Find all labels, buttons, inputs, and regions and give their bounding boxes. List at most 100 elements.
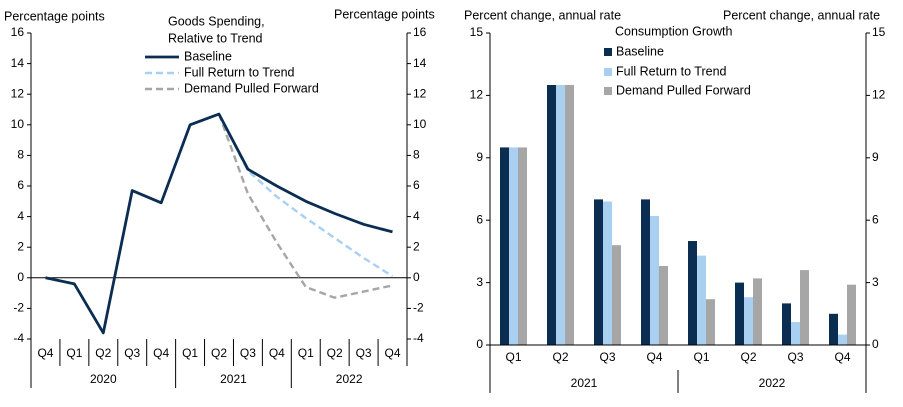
left-chart-legend-label: Baseline xyxy=(184,49,232,63)
right-chart-y-tick-label-left: 15 xyxy=(470,25,484,39)
right-chart-y-tick-label-right: 9 xyxy=(872,150,879,164)
left-chart-y-axis-title-right: Percentage points xyxy=(334,7,435,21)
left-chart-y-tick-label-left: 0 xyxy=(17,270,24,284)
right-chart-legend-swatch-baseline xyxy=(604,48,612,56)
right-chart-bar-demand_pulled xyxy=(800,270,809,345)
left-chart-legend-label: Demand Pulled Forward xyxy=(184,81,319,95)
right-chart-bar-baseline xyxy=(594,199,603,345)
left-chart-y-tick-label-left: 8 xyxy=(17,148,24,162)
left-chart-y-tick-label-left: 12 xyxy=(11,86,25,100)
right-chart-x-tick-label: Q4 xyxy=(834,350,850,364)
right-chart-legend-label: Full Return to Trend xyxy=(616,64,727,78)
left-chart-y-tick-label-right: 0 xyxy=(413,270,420,284)
right-chart-x-tick-label: Q1 xyxy=(693,350,709,364)
right-chart-bar-full_return xyxy=(838,334,847,345)
left-chart-x-tick-label: Q2 xyxy=(95,346,111,360)
left-chart-x-tick-label: Q1 xyxy=(298,346,314,360)
left-chart-x-tick-label: Q1 xyxy=(182,346,198,360)
left-chart-y-tick-label-right: -4 xyxy=(413,331,424,345)
left-chart-x-tick-label: Q2 xyxy=(211,346,227,360)
left-chart-y-tick-label-right: -2 xyxy=(413,301,424,315)
left-chart-y-tick-label-left: 14 xyxy=(11,56,25,70)
right-chart-bar-demand_pulled xyxy=(706,299,715,345)
left-chart-year-label: 2020 xyxy=(90,372,117,386)
right-chart-bar-baseline xyxy=(547,85,556,345)
left-chart-legend-label: Full Return to Trend xyxy=(184,65,295,79)
left-chart-y-tick-label-right: 10 xyxy=(413,117,427,131)
right-chart-x-tick-label: Q2 xyxy=(740,350,756,364)
right-chart-y-tick-label-right: 6 xyxy=(872,212,879,226)
left-chart-series-line-demand_pulled xyxy=(217,113,393,299)
right-chart-x-tick-label: Q3 xyxy=(599,350,615,364)
left-chart-series-line-baseline xyxy=(45,112,393,335)
right-chart-bar-baseline xyxy=(688,241,697,345)
left-chart-y-tick-label-left: 10 xyxy=(11,117,25,131)
right-chart-bar-baseline xyxy=(735,282,744,345)
right-chart-bar-baseline xyxy=(500,147,509,345)
left-chart-y-tick-label-right: 12 xyxy=(413,86,427,100)
right-chart-bar-demand_pulled xyxy=(753,278,762,345)
left-chart-y-tick-label-right: 4 xyxy=(413,209,420,223)
right-chart-x-tick-label: Q2 xyxy=(552,350,568,364)
left-chart-x-tick-label: Q4 xyxy=(153,346,169,360)
right-chart-bar-full_return xyxy=(556,85,565,345)
left-chart-y-tick-label-right: 6 xyxy=(413,178,420,192)
right-chart-y-tick-label-left: 3 xyxy=(476,275,483,289)
left-chart-year-label: 2022 xyxy=(336,372,363,386)
right-chart-x-tick-label: Q3 xyxy=(787,350,803,364)
right-chart-bar-demand_pulled xyxy=(659,266,668,345)
left-chart-y-axis-title-left: Percentage points xyxy=(4,9,105,23)
left-chart-x-tick-label: Q3 xyxy=(124,346,140,360)
right-chart-y-tick-label-left: 9 xyxy=(476,150,483,164)
left-chart-y-tick-label-left: 6 xyxy=(17,178,24,192)
left-chart-y-tick-label-right: 16 xyxy=(413,25,427,39)
right-chart-bar-full_return xyxy=(697,255,706,345)
right-chart-x-tick-label: Q4 xyxy=(646,350,662,364)
right-chart-bar-full_return xyxy=(509,147,518,345)
right-chart-legend-label: Demand Pulled Forward xyxy=(616,83,751,97)
right-chart-bar-full_return xyxy=(650,216,659,345)
right-chart-bar-demand_pulled xyxy=(612,245,621,345)
right-chart-y-tick-label-right: 15 xyxy=(872,25,886,39)
left-chart-y-tick-label-right: 8 xyxy=(413,148,420,162)
right-chart-bar-demand_pulled xyxy=(565,85,574,345)
left-chart-x-tick-label: Q1 xyxy=(66,346,82,360)
left-chart-title-line-2: Relative to Trend xyxy=(168,31,263,45)
right-chart-y-tick-label-left: 6 xyxy=(476,212,483,226)
right-chart-y-tick-label-right: 12 xyxy=(872,88,886,102)
left-chart-x-tick-label: Q4 xyxy=(37,346,53,360)
right-chart-bar-full_return xyxy=(603,201,612,345)
right-chart-y-axis-title-right: Percent change, annual rate xyxy=(723,8,880,22)
right-chart-legend-swatch-demand_pulled xyxy=(604,87,612,95)
right-chart-x-tick-label: Q1 xyxy=(505,350,521,364)
right-chart-y-tick-label-left: 12 xyxy=(470,88,484,102)
right-chart-bar-demand_pulled xyxy=(518,147,527,345)
left-chart-year-label: 2021 xyxy=(220,372,247,386)
right-chart-y-tick-label-right: 3 xyxy=(872,275,879,289)
right-chart-bar-baseline xyxy=(641,199,650,345)
left-chart-y-tick-label-right: 2 xyxy=(413,239,420,253)
left-chart-x-tick-label: Q3 xyxy=(240,346,256,360)
right-chart-year-label: 2022 xyxy=(759,376,786,390)
right-chart-y-tick-label-right: 0 xyxy=(872,337,879,351)
right-chart-bar-full_return xyxy=(791,322,800,345)
left-chart-y-tick-label-left: 4 xyxy=(17,209,24,223)
left-chart-x-tick-label: Q2 xyxy=(327,346,343,360)
right-chart-bar-baseline xyxy=(829,313,838,345)
right-chart-bar-demand_pulled xyxy=(847,284,856,345)
left-chart-y-tick-label-left: 16 xyxy=(11,25,25,39)
left-chart-y-tick-label-left: 2 xyxy=(17,239,24,253)
left-chart-x-tick-label: Q4 xyxy=(385,346,401,360)
right-chart-year-label: 2021 xyxy=(571,376,598,390)
left-chart-y-tick-label-right: 14 xyxy=(413,56,427,70)
left-chart-y-tick-label-left: -4 xyxy=(13,331,24,345)
left-chart-x-tick-label: Q4 xyxy=(269,346,285,360)
right-chart-bar-full_return xyxy=(744,297,753,345)
right-chart-y-tick-label-left: 0 xyxy=(476,337,483,351)
left-chart-title-line-1: Goods Spending, xyxy=(168,14,265,28)
right-chart-bar-baseline xyxy=(782,303,791,345)
right-chart-title: Consumption Growth xyxy=(615,24,732,38)
left-chart-series-line-full_return xyxy=(217,113,394,278)
right-chart-legend-swatch-full_return xyxy=(604,68,612,76)
